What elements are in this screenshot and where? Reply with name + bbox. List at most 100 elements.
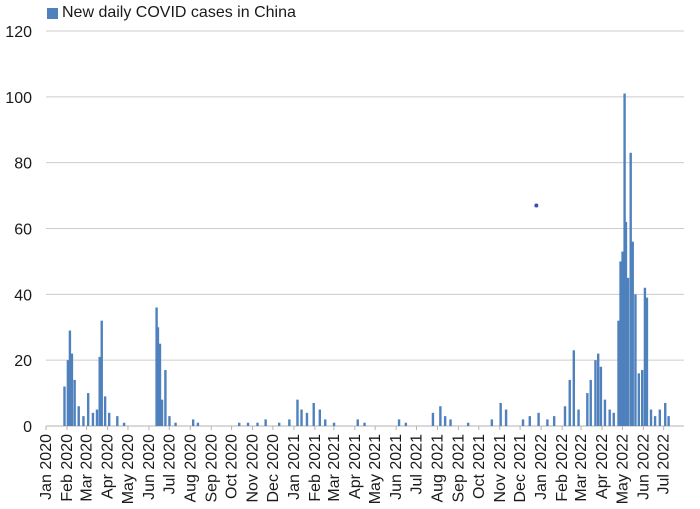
bar — [490, 419, 494, 426]
bar — [256, 422, 259, 426]
x-tick-label: Jun 2021 — [388, 434, 405, 500]
bar — [305, 412, 309, 426]
x-tick-label: Dec 2021 — [512, 434, 529, 503]
x-tick-label: Feb 2021 — [307, 434, 324, 502]
y-tick-label: 60 — [14, 222, 32, 239]
bar — [431, 412, 435, 426]
bar — [82, 416, 85, 426]
bar — [619, 261, 622, 426]
bar — [63, 386, 66, 426]
annotation-dot — [534, 203, 539, 208]
bar — [91, 412, 95, 426]
x-tick-label: May 2020 — [120, 434, 137, 504]
bar — [645, 297, 649, 426]
bar — [158, 343, 162, 426]
x-tick-label: Jul 2020 — [161, 434, 178, 495]
bar — [332, 422, 336, 426]
bar — [552, 416, 556, 426]
x-tick-label: Apr 2022 — [594, 434, 611, 499]
x-tick-label: Feb 2020 — [59, 434, 76, 502]
bar — [643, 287, 647, 426]
bar — [164, 370, 167, 426]
bar — [537, 412, 540, 426]
bar — [122, 422, 126, 426]
bar — [504, 409, 508, 426]
bar — [637, 373, 641, 426]
bar — [443, 416, 447, 426]
bar — [312, 402, 315, 426]
bar — [664, 402, 667, 426]
bar — [168, 416, 171, 426]
legend-swatch — [47, 7, 58, 19]
x-tick-label: Jun 2022 — [635, 434, 652, 500]
bar — [658, 409, 662, 426]
bar — [73, 379, 76, 426]
bar — [546, 419, 549, 426]
x-tick-label: May 2022 — [614, 434, 631, 504]
bar — [577, 409, 580, 426]
bar — [246, 422, 250, 426]
bar — [356, 419, 359, 426]
y-tick-label: 40 — [14, 287, 32, 304]
x-tick-label: May 2021 — [367, 434, 384, 504]
x-tick-label: Aug 2021 — [429, 434, 446, 503]
bar — [397, 419, 401, 426]
bar — [116, 416, 119, 426]
bar — [641, 370, 644, 426]
bar — [612, 412, 615, 426]
x-tick-label: Sep 2020 — [203, 434, 220, 503]
bar — [466, 422, 470, 426]
x-tick-label: Mar 2022 — [573, 434, 590, 502]
y-tick-label: 20 — [14, 353, 32, 370]
y-tick-label: 0 — [23, 419, 32, 436]
bar — [318, 409, 322, 426]
bar — [631, 241, 634, 426]
x-tick-label: Oct 2021 — [471, 434, 488, 499]
bar — [586, 393, 589, 426]
bar — [499, 402, 502, 426]
bar — [70, 353, 74, 426]
bar — [589, 379, 592, 426]
y-tick-label: 120 — [5, 24, 32, 41]
bar — [66, 360, 70, 426]
bar — [634, 294, 637, 426]
x-tick-label: Nov 2021 — [492, 434, 509, 503]
bar — [599, 366, 603, 426]
bar — [174, 422, 177, 426]
bar — [77, 406, 80, 426]
x-tick-label: Mar 2020 — [79, 434, 96, 502]
bar — [196, 422, 200, 426]
bar — [277, 422, 281, 426]
bar — [626, 277, 630, 426]
x-tick-label: Apr 2021 — [347, 434, 364, 499]
bar — [521, 419, 525, 426]
y-tick-label: 80 — [14, 156, 32, 173]
bar — [324, 419, 327, 426]
bar — [617, 320, 620, 426]
y-tick-label: 100 — [5, 90, 32, 107]
legend-label: New daily COVID cases in China — [62, 4, 296, 21]
bar — [103, 396, 107, 426]
bar — [623, 93, 626, 427]
bar — [667, 416, 670, 426]
bar — [155, 307, 158, 426]
bar — [363, 422, 366, 426]
x-tick-label: Sep 2021 — [450, 434, 467, 503]
x-tick-label: Jul 2021 — [408, 434, 425, 495]
bar — [596, 353, 600, 426]
bar — [238, 422, 241, 426]
bar — [296, 399, 299, 426]
x-tick-label: Jun 2020 — [141, 434, 158, 500]
x-tick-label: Aug 2020 — [182, 434, 199, 503]
bar — [624, 221, 628, 426]
bar — [603, 399, 607, 426]
bar — [404, 422, 408, 426]
bar — [621, 251, 624, 426]
bar — [107, 412, 111, 426]
x-tick-label: Jan 2021 — [286, 434, 303, 500]
bar — [100, 320, 103, 426]
x-tick-label: Nov 2020 — [245, 434, 262, 503]
bar — [95, 409, 99, 426]
